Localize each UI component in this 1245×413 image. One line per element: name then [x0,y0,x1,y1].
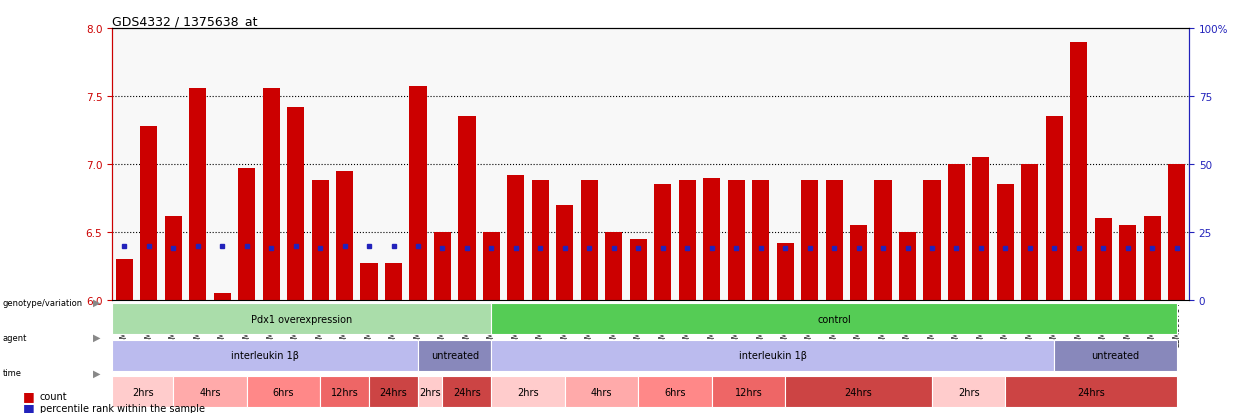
Bar [336,171,354,300]
FancyBboxPatch shape [492,376,565,407]
Text: 6hrs: 6hrs [665,387,686,396]
Bar [458,117,476,300]
Text: ▶: ▶ [93,332,101,342]
Bar [580,181,598,300]
Text: 6hrs: 6hrs [273,387,294,396]
Text: ■: ■ [22,401,34,413]
Text: 2hrs: 2hrs [132,387,153,396]
Text: untreated: untreated [431,351,479,361]
Text: 12hrs: 12hrs [331,387,359,396]
FancyBboxPatch shape [565,376,639,407]
Text: 24hrs: 24hrs [380,387,407,396]
Bar [288,107,304,300]
FancyBboxPatch shape [492,340,1055,371]
Bar [679,181,696,300]
Text: count: count [40,391,67,401]
Bar [801,181,818,300]
Bar [947,164,965,300]
Bar [850,225,867,300]
Bar [311,181,329,300]
Bar [410,87,427,300]
Text: 2hrs: 2hrs [420,387,441,396]
Bar [874,181,891,300]
FancyBboxPatch shape [247,376,320,407]
Bar [116,259,133,300]
Text: ▶: ▶ [93,297,101,307]
Bar [263,88,280,300]
Text: 4hrs: 4hrs [199,387,220,396]
Text: time: time [2,368,21,377]
FancyBboxPatch shape [320,376,369,407]
Bar [727,181,745,300]
Bar [141,126,157,300]
FancyBboxPatch shape [786,376,933,407]
FancyBboxPatch shape [1055,340,1177,371]
Bar [997,185,1013,300]
Text: ▶: ▶ [93,368,101,377]
Bar [972,158,990,300]
Bar [752,181,769,300]
FancyBboxPatch shape [369,376,418,407]
Bar [1119,225,1137,300]
Bar [385,263,402,300]
FancyBboxPatch shape [712,376,786,407]
Bar [703,178,721,300]
Text: GDS4332 / 1375638_at: GDS4332 / 1375638_at [112,15,258,28]
FancyBboxPatch shape [418,340,492,371]
Bar [924,181,940,300]
Text: Pdx1 overexpression: Pdx1 overexpression [251,314,352,324]
Bar [189,88,207,300]
Bar [214,293,230,300]
FancyBboxPatch shape [112,376,173,407]
Text: interleukin 1β: interleukin 1β [232,351,299,361]
Bar [483,233,500,300]
Text: 24hrs: 24hrs [453,387,481,396]
Bar [1071,43,1087,300]
FancyBboxPatch shape [442,376,492,407]
FancyBboxPatch shape [173,376,247,407]
Text: genotype/variation: genotype/variation [2,298,82,307]
Text: 2hrs: 2hrs [957,387,980,396]
Text: ■: ■ [22,389,34,402]
Bar [532,181,549,300]
FancyBboxPatch shape [112,304,492,335]
Bar [899,233,916,300]
Bar [164,216,182,300]
FancyBboxPatch shape [418,376,442,407]
Text: percentile rank within the sample: percentile rank within the sample [40,403,205,413]
FancyBboxPatch shape [112,340,418,371]
Text: 4hrs: 4hrs [591,387,613,396]
Bar [1168,164,1185,300]
Bar [654,185,671,300]
Bar [507,176,524,300]
Bar [435,233,451,300]
Bar [1094,219,1112,300]
FancyBboxPatch shape [492,304,1177,335]
Bar [238,169,255,300]
Bar [1021,164,1038,300]
Text: agent: agent [2,333,27,342]
Bar [630,239,647,300]
Text: 24hrs: 24hrs [1077,387,1106,396]
Bar [825,181,843,300]
Bar [777,243,794,300]
Bar [605,233,622,300]
FancyBboxPatch shape [639,376,712,407]
Bar [557,205,574,300]
Text: interleukin 1β: interleukin 1β [738,351,807,361]
Text: control: control [817,314,850,324]
Text: 24hrs: 24hrs [844,387,873,396]
Text: 2hrs: 2hrs [518,387,539,396]
Bar [1144,216,1160,300]
FancyBboxPatch shape [1006,376,1177,407]
Text: 12hrs: 12hrs [735,387,762,396]
FancyBboxPatch shape [933,376,1006,407]
Bar [361,263,377,300]
Bar [1046,117,1063,300]
Text: untreated: untreated [1092,351,1139,361]
